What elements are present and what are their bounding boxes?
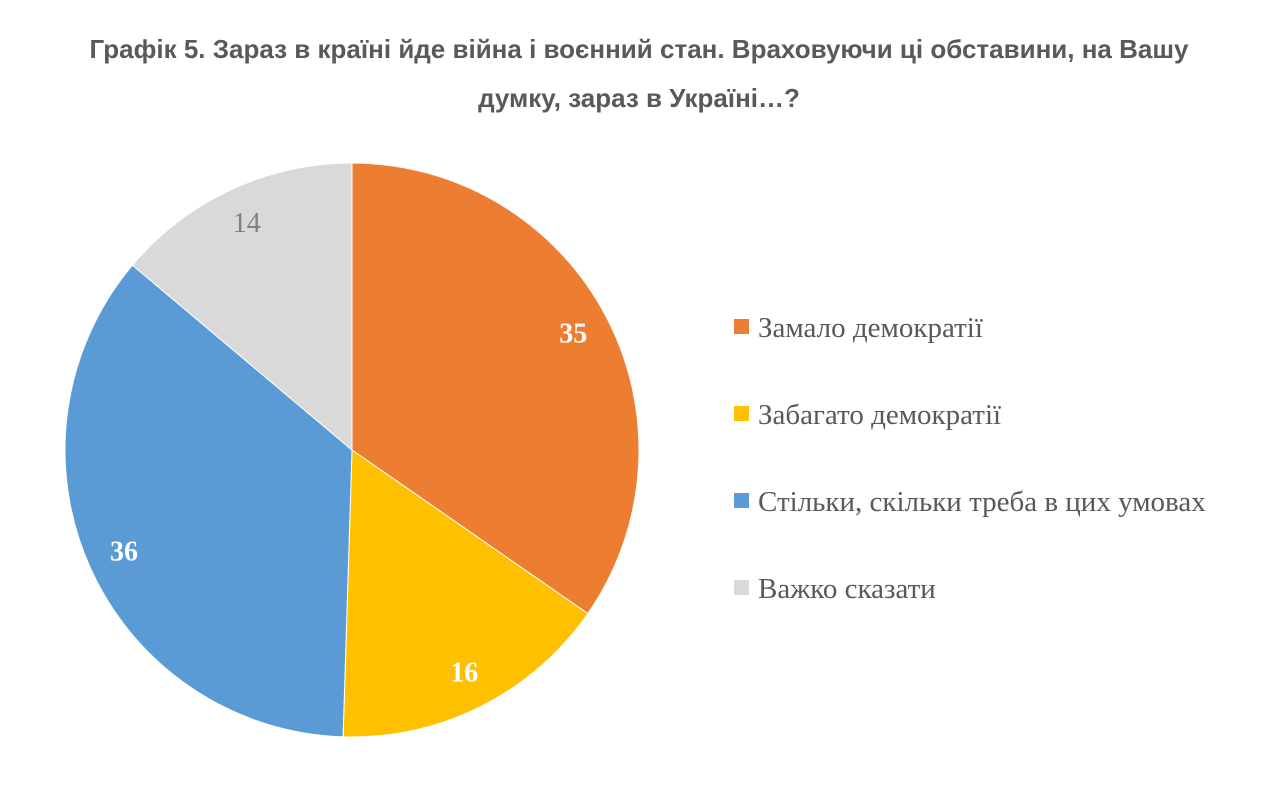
pie-slice-0 [351, 162, 640, 615]
pie-data-label-2: 36 [110, 536, 138, 567]
legend-item-label: Забагато демократії [758, 399, 1002, 431]
pie-data-label-1: 16 [450, 658, 478, 689]
legend-item-zabagato: Забагато демократії [734, 399, 1206, 432]
legend: Замало демократії Забагато демократії Ст… [734, 312, 1206, 606]
legend-item-label: Важко сказати [758, 573, 936, 605]
legend-item-label: Замало демократії [758, 312, 983, 344]
pie-data-label-3: 14 [233, 208, 261, 239]
legend-swatch-icon [734, 493, 749, 508]
pie-slice-2 [64, 264, 353, 738]
pie-chart: 35 16 36 14 [64, 162, 640, 738]
legend-item-label: Стільки, скільки треба в цих умовах [758, 486, 1206, 518]
pie-slice-3 [131, 162, 353, 452]
pie-data-label-0: 35 [559, 319, 587, 350]
legend-swatch-icon [734, 319, 749, 334]
legend-swatch-icon [734, 580, 749, 595]
pie-slice-1 [342, 449, 589, 738]
legend-item-zamalo: Замало демократії [734, 312, 1206, 345]
legend-swatch-icon [734, 406, 749, 421]
legend-item-stilky: Стільки, скільки треба в цих умовах [734, 486, 1206, 519]
chart-title: Графік 5. Зараз в країні йде війна і воє… [89, 34, 1189, 113]
legend-item-vazhko: Важко сказати [734, 573, 1206, 606]
